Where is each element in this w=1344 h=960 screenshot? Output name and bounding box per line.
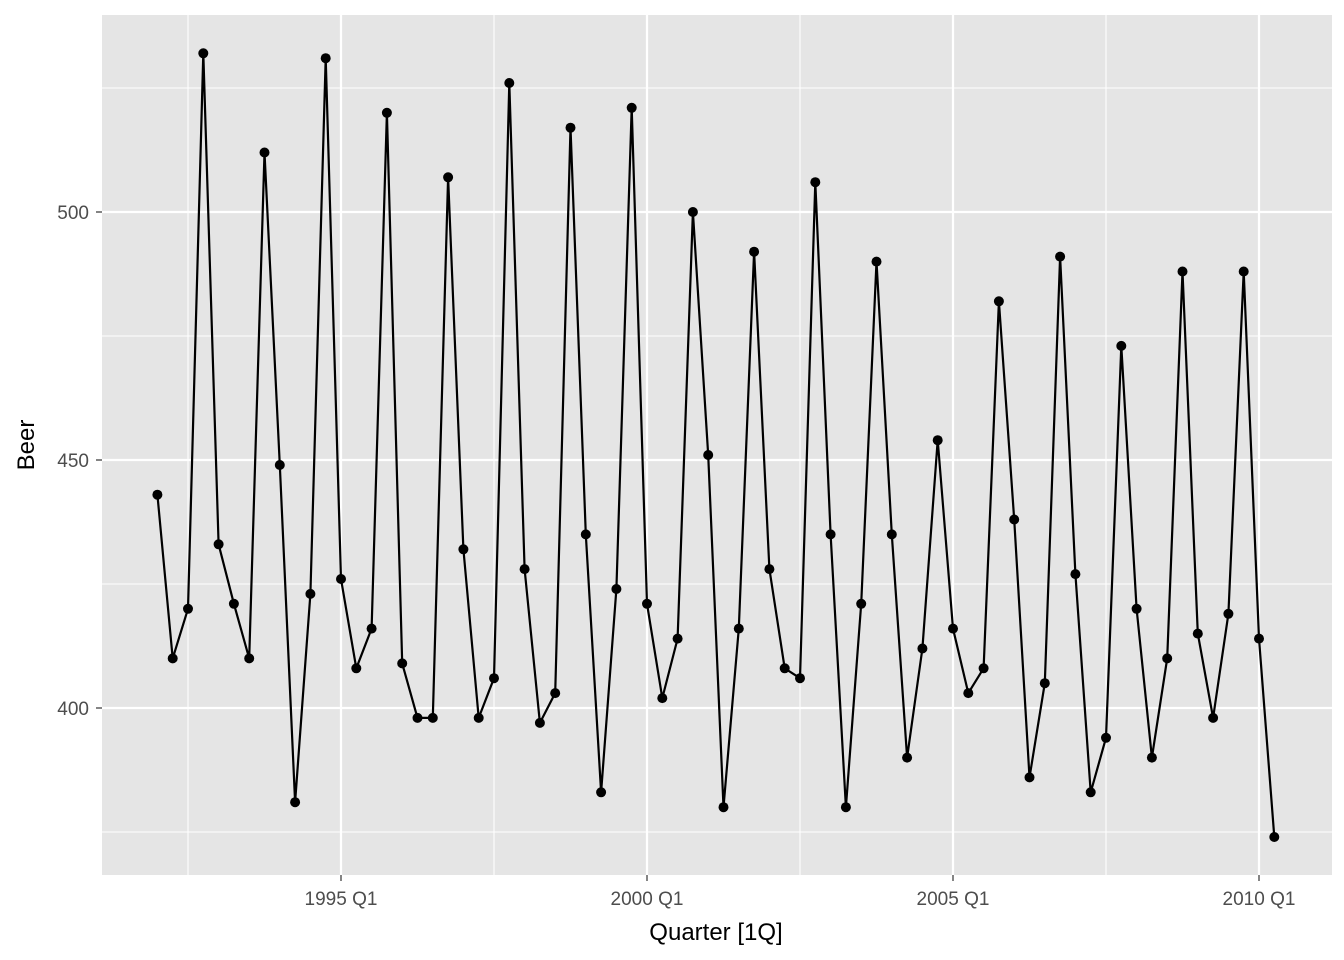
data-point bbox=[1223, 608, 1234, 619]
data-point bbox=[626, 102, 637, 113]
data-point bbox=[1055, 251, 1066, 262]
data-point bbox=[1024, 772, 1035, 783]
plot-panel bbox=[102, 15, 1332, 875]
data-point bbox=[749, 246, 760, 257]
data-point bbox=[1177, 266, 1188, 277]
data-point bbox=[1269, 832, 1280, 842]
data-point bbox=[167, 653, 178, 664]
data-point bbox=[1101, 732, 1111, 743]
data-point bbox=[183, 603, 193, 614]
data-point bbox=[1131, 603, 1142, 614]
data-point bbox=[810, 177, 821, 188]
data-point bbox=[1146, 752, 1157, 763]
data-point bbox=[397, 658, 408, 669]
data-point bbox=[672, 633, 683, 644]
data-point bbox=[412, 712, 423, 723]
x-tick-label-2010: 2010 Q1 bbox=[1223, 889, 1296, 910]
data-point bbox=[963, 688, 974, 699]
data-point bbox=[1085, 787, 1096, 798]
data-point bbox=[198, 48, 209, 59]
data-point bbox=[274, 460, 285, 470]
data-point bbox=[489, 673, 499, 684]
data-point bbox=[932, 435, 943, 446]
x-axis-title: Quarter [1Q] bbox=[649, 919, 782, 946]
x-tick-label-2000: 2000 Q1 bbox=[611, 889, 684, 910]
data-point bbox=[473, 712, 484, 723]
minor-gridlines bbox=[102, 15, 1332, 875]
data-point bbox=[856, 598, 867, 609]
y-axis-title: Beer bbox=[13, 420, 40, 471]
data-point bbox=[259, 147, 270, 158]
points-layer bbox=[152, 48, 1280, 842]
x-axis: 1995 Q1 2000 Q1 2005 Q1 2010 Q1 bbox=[305, 875, 1296, 910]
data-point bbox=[886, 529, 897, 540]
x-tick-label-1995: 1995 Q1 bbox=[305, 889, 378, 910]
data-point bbox=[458, 544, 469, 555]
data-point bbox=[871, 256, 882, 267]
data-point bbox=[228, 598, 239, 609]
y-tick-label-450: 450 bbox=[57, 451, 89, 472]
data-point bbox=[1192, 628, 1203, 639]
data-point bbox=[902, 752, 913, 763]
data-point bbox=[657, 693, 668, 704]
data-point bbox=[764, 564, 775, 575]
data-point bbox=[152, 489, 163, 500]
data-point bbox=[993, 296, 1004, 307]
data-point bbox=[336, 574, 346, 584]
data-point bbox=[596, 787, 607, 798]
y-tick-label-500: 500 bbox=[57, 203, 89, 224]
data-point bbox=[351, 663, 362, 674]
x-tick-label-2005: 2005 Q1 bbox=[917, 889, 990, 910]
data-point bbox=[305, 588, 316, 599]
data-point bbox=[504, 78, 515, 88]
data-point bbox=[703, 450, 714, 460]
data-point bbox=[427, 712, 438, 723]
data-point bbox=[1039, 678, 1050, 689]
data-point bbox=[1009, 514, 1020, 525]
data-point bbox=[565, 122, 576, 133]
data-point bbox=[534, 717, 545, 728]
data-point bbox=[320, 53, 331, 64]
data-point bbox=[840, 802, 851, 813]
series-line bbox=[156, 52, 1276, 838]
data-point bbox=[1162, 653, 1173, 664]
data-point bbox=[733, 623, 744, 634]
data-point bbox=[687, 207, 698, 217]
data-point bbox=[381, 107, 392, 118]
data-point bbox=[1208, 712, 1219, 723]
data-point bbox=[244, 653, 255, 664]
data-point bbox=[825, 529, 836, 540]
series-layer bbox=[156, 52, 1276, 838]
data-point bbox=[366, 623, 377, 634]
data-point bbox=[642, 598, 652, 609]
data-point bbox=[795, 673, 805, 684]
data-point bbox=[1254, 633, 1264, 644]
data-point bbox=[948, 623, 958, 634]
data-point bbox=[611, 584, 622, 594]
data-point bbox=[580, 529, 591, 540]
data-point bbox=[213, 539, 224, 550]
data-point bbox=[1070, 569, 1081, 580]
data-point bbox=[917, 643, 928, 654]
data-point bbox=[978, 663, 989, 674]
data-point bbox=[1116, 340, 1127, 351]
data-point bbox=[519, 564, 530, 575]
data-point bbox=[290, 797, 301, 808]
data-point bbox=[779, 663, 790, 674]
data-point bbox=[443, 172, 454, 183]
data-point bbox=[550, 688, 561, 699]
data-point bbox=[718, 802, 729, 813]
y-tick-label-400: 400 bbox=[57, 699, 89, 720]
y-axis: 400 450 500 bbox=[57, 203, 102, 720]
data-point bbox=[1238, 266, 1249, 277]
